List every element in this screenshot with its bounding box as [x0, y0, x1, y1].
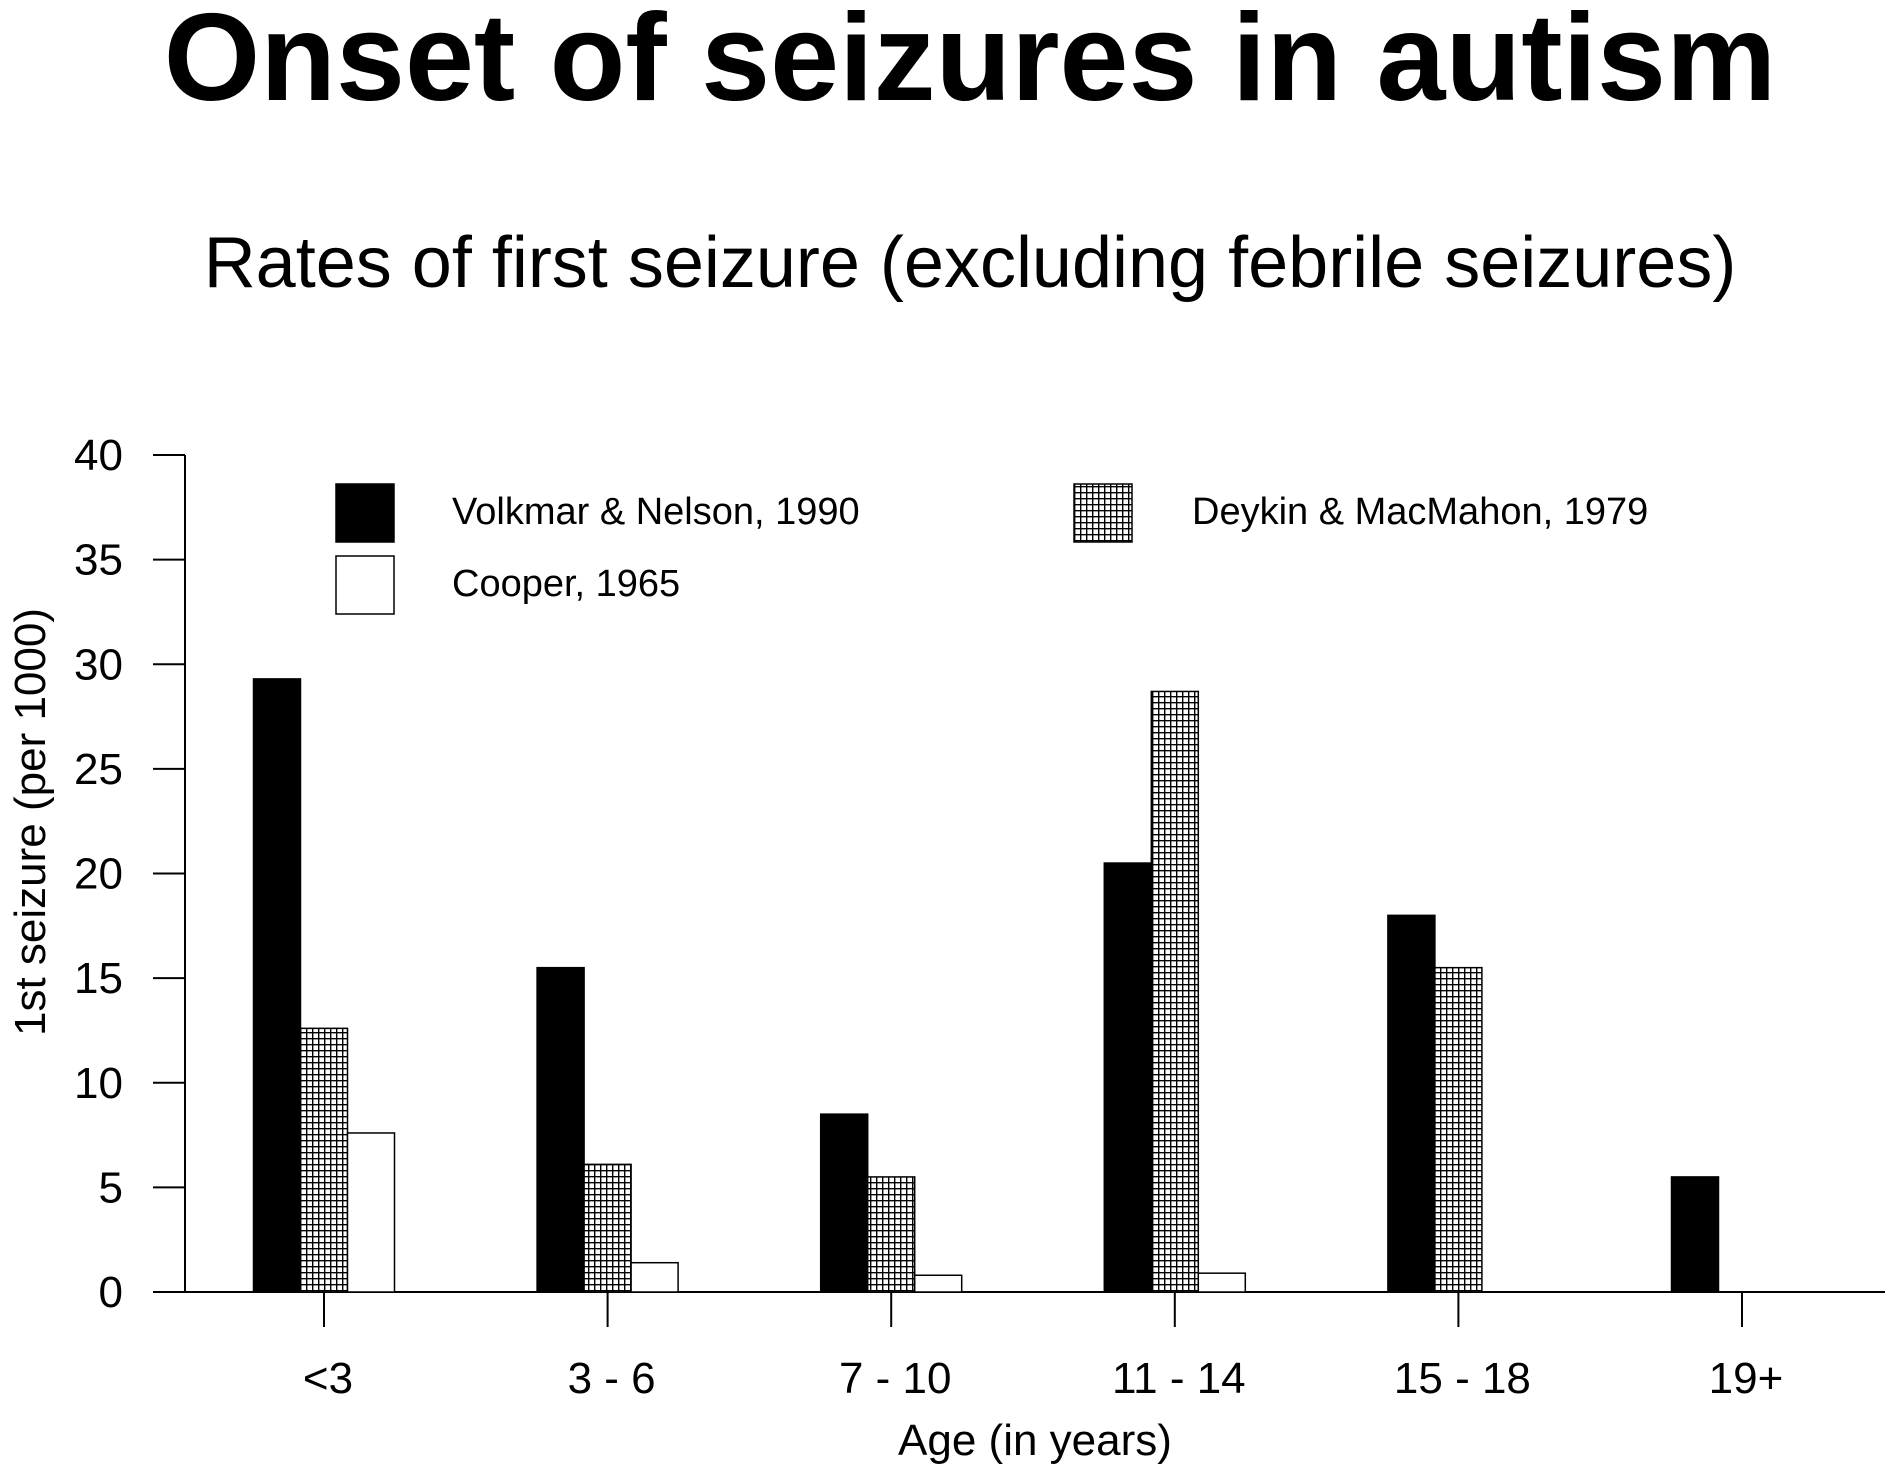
- y-tick-label: 25: [74, 745, 123, 794]
- bar-open-1: [630, 1261, 679, 1293]
- bar-open-3: [1197, 1272, 1247, 1293]
- bars: [252, 678, 1720, 1293]
- bar-solid-1: [536, 966, 585, 1293]
- x-axis-ticks: <3 3 - 6 7 - 10 11 - 14 15 - 18 19+: [303, 1292, 1783, 1403]
- bar-crosshatch-4: [1434, 966, 1483, 1293]
- bar-solid-0: [252, 678, 302, 1293]
- x-tick-label: <3: [303, 1354, 353, 1403]
- axes: [184, 455, 1885, 1293]
- bar-solid-5: [1670, 1176, 1720, 1293]
- x-axis-label: Age (in years): [898, 1416, 1172, 1465]
- x-tick-label: 3 - 6: [568, 1354, 656, 1403]
- legend-swatch: [335, 483, 395, 543]
- x-tick-label: 11 - 14: [1112, 1354, 1246, 1403]
- bar-solid-2: [819, 1113, 869, 1293]
- x-tick-label: 15 - 18: [1394, 1354, 1531, 1403]
- y-tick-label: 15: [74, 954, 123, 1003]
- bar-crosshatch-0: [299, 1027, 349, 1293]
- bar-open-2: [913, 1274, 963, 1293]
- bar-open-0: [346, 1132, 396, 1293]
- legend-swatch: [1073, 483, 1133, 543]
- legend: Volkmar & Nelson, 1990 Deykin & MacMahon,…: [335, 483, 1648, 615]
- legend-swatch: [335, 555, 395, 615]
- bar-solid-4: [1387, 914, 1436, 1293]
- bar-crosshatch-2: [866, 1176, 916, 1293]
- legend-label: Cooper, 1965: [452, 563, 680, 605]
- bar-crosshatch-3: [1150, 690, 1200, 1293]
- x-tick-label: 19+: [1709, 1354, 1784, 1403]
- bar-crosshatch-1: [583, 1163, 632, 1293]
- bar-solid-3: [1103, 862, 1153, 1293]
- y-tick-label: 5: [99, 1163, 123, 1212]
- legend-label: Volkmar & Nelson, 1990: [452, 491, 860, 533]
- y-tick-label: 30: [74, 640, 123, 689]
- y-tick-label: 20: [74, 850, 123, 899]
- y-axis-ticks: 0 5 10 15 20 25 30 35 40: [74, 431, 185, 1317]
- legend-label: Deykin & MacMahon, 1979: [1192, 491, 1648, 533]
- y-tick-label: 35: [74, 536, 123, 585]
- y-tick-label: 0: [99, 1268, 123, 1317]
- y-tick-label: 40: [74, 431, 123, 480]
- chart-subtitle: Rates of first seizure (excluding febril…: [204, 223, 1737, 303]
- y-tick-label: 10: [74, 1059, 123, 1108]
- x-tick-label: 7 - 10: [839, 1354, 952, 1403]
- chart-title: Onset of seizures in autism: [164, 0, 1776, 127]
- y-axis-label: 1st seizure (per 1000): [6, 608, 55, 1036]
